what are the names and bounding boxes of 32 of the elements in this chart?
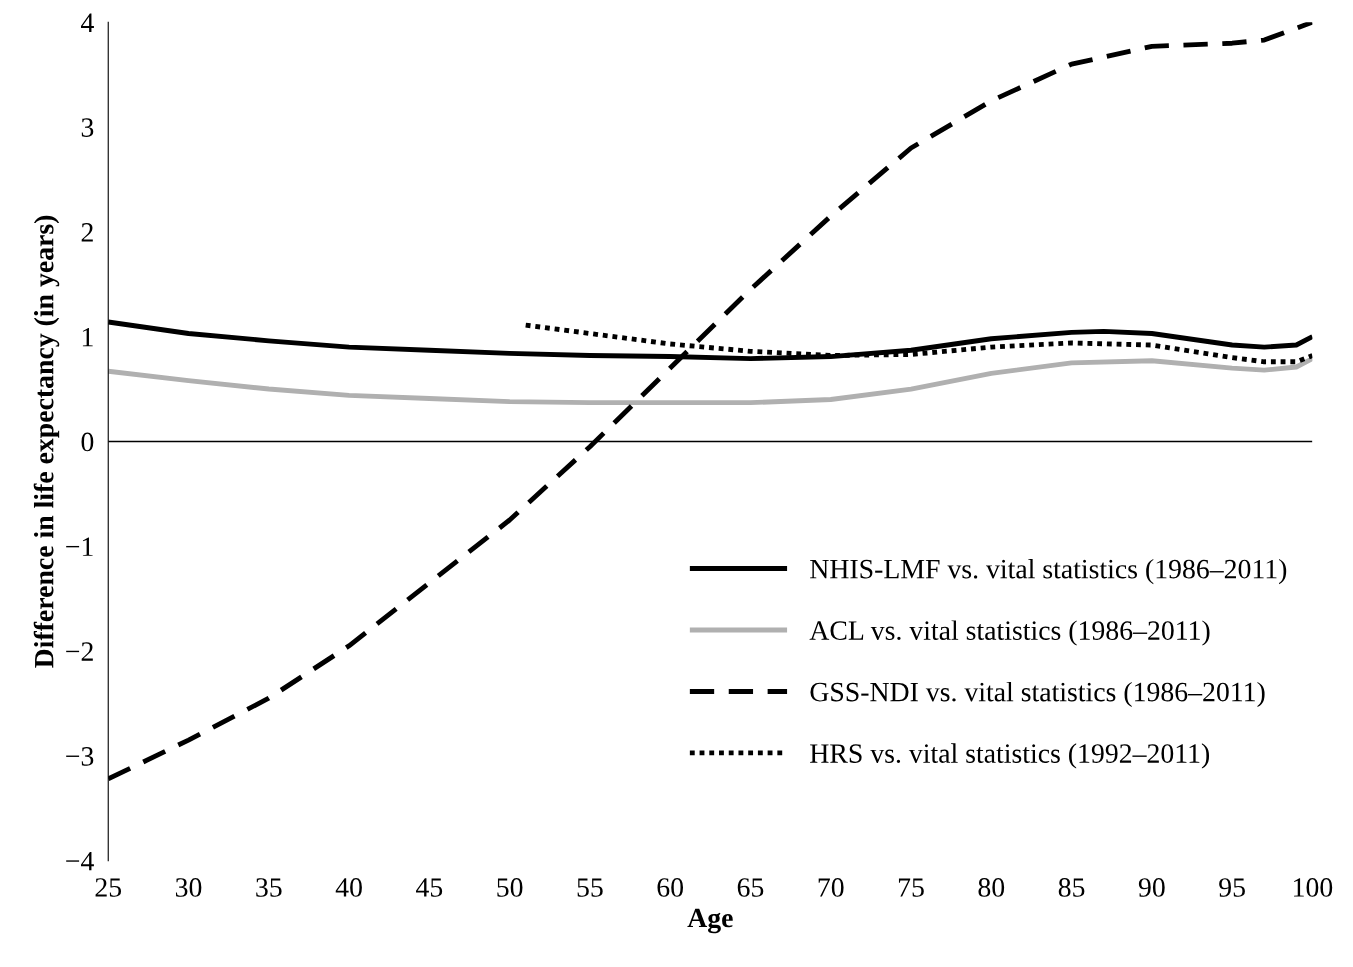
y-tick-label: −3: [66, 747, 94, 766]
y-tick-label: 2: [81, 223, 93, 242]
legend-label: NHIS-LMF vs. vital statistics (1986–2011): [810, 558, 1287, 585]
x-tick-label: 40: [335, 878, 362, 897]
line-series: [108, 356, 1313, 406]
legend-label: GSS-NDI vs. vital statistics (1986–2011): [810, 681, 1265, 708]
y-tick-label: −1: [66, 537, 93, 556]
x-tick-label: 50: [497, 878, 523, 897]
x-tick-label: 55: [577, 878, 603, 897]
y-tick-label: −2: [66, 642, 93, 661]
y-tick-label: 1: [82, 327, 93, 347]
x-tick-label: 90: [1138, 878, 1165, 897]
x-tick-label: 25: [95, 878, 122, 897]
y-tick-label: −4: [66, 851, 94, 871]
x-tick-label: 75: [898, 878, 924, 897]
y-tick-label: 0: [81, 432, 94, 452]
x-tick-label: 60: [657, 878, 684, 897]
legend-label: HRS vs. vital statistics (1992–2011): [810, 743, 1210, 769]
x-tick-label: 85: [1058, 878, 1085, 897]
x-tick-label: 30: [175, 878, 202, 897]
y-tick-label: 3: [81, 118, 94, 137]
x-tick-label: 95: [1219, 878, 1245, 897]
x-tick-label: 65: [737, 878, 764, 897]
y-tick-label: 4: [81, 13, 94, 32]
x-axis-title: Age: [687, 908, 733, 934]
x-tick-label: 70: [818, 878, 844, 897]
x-tick-label: 80: [978, 878, 1005, 897]
x-tick-label: 35: [256, 878, 282, 897]
x-tick-label: 100: [1294, 878, 1333, 897]
x-tick-label: 45: [416, 878, 443, 897]
legend-label: ACL vs. vital statistics (1986–2011): [809, 620, 1210, 646]
y-axis-title: Difference in life expectancy (in years): [33, 215, 60, 668]
